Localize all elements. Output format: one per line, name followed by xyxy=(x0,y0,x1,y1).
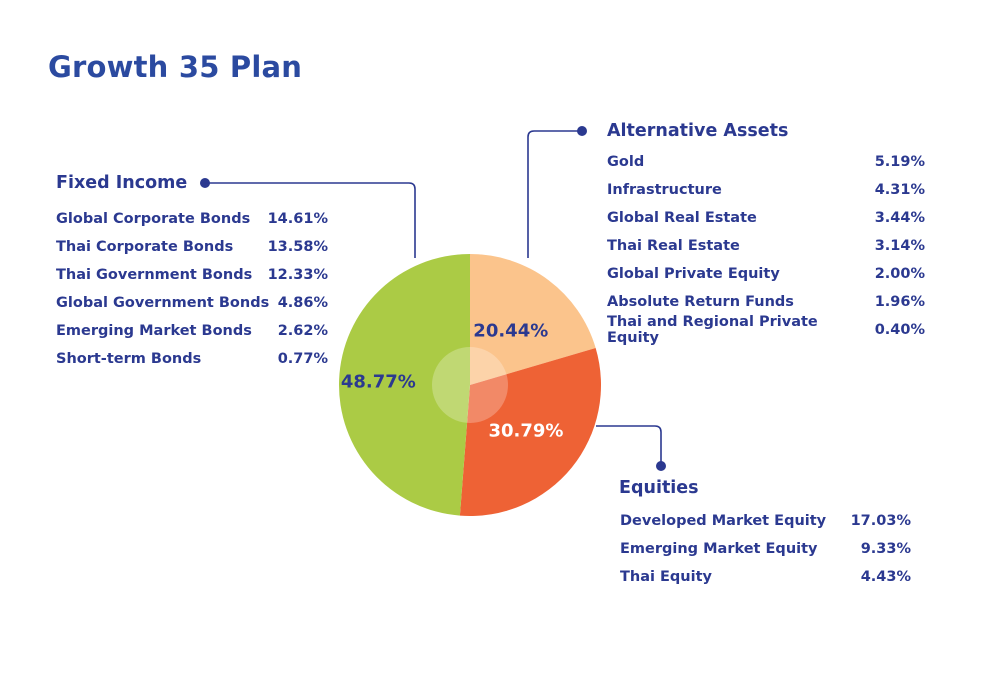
list-item: Developed Market Equity 17.03% xyxy=(620,507,911,535)
list-item: Thai Real Estate 3.14% xyxy=(607,232,925,260)
item-label: Emerging Market Equity xyxy=(620,541,818,557)
item-label: Thai Real Estate xyxy=(607,238,740,254)
list-item: Infrastructure 4.31% xyxy=(607,176,925,204)
item-label: Absolute Return Funds xyxy=(607,294,794,310)
item-value: 2.00% xyxy=(874,266,925,282)
item-label: Gold xyxy=(607,154,645,170)
item-value: 4.31% xyxy=(874,182,925,198)
list-item: Gold 5.19% xyxy=(607,148,925,176)
fixed-income-title: Fixed Income xyxy=(56,173,188,193)
item-value: 1.96% xyxy=(874,294,925,310)
item-value: 5.19% xyxy=(874,154,925,170)
item-label: Global Real Estate xyxy=(607,210,757,226)
item-value: 2.62% xyxy=(277,323,328,339)
list-item: Global Private Equity 2.00% xyxy=(607,260,925,288)
item-label: Developed Market Equity xyxy=(620,513,827,529)
item-label: Global Corporate Bonds xyxy=(56,211,251,227)
connectors xyxy=(200,126,666,471)
item-label: Thai Government Bonds xyxy=(56,267,253,283)
fixed-income-connector-line xyxy=(205,182,416,258)
list-item: Thai Government Bonds 12.33% xyxy=(56,261,328,289)
list-item: Thai and Regional Private Equity 0.40% xyxy=(607,314,925,346)
item-label: Emerging Market Bonds xyxy=(56,323,252,339)
item-value: 3.14% xyxy=(874,238,925,254)
item-label: Thai Corporate Bonds xyxy=(56,239,234,255)
item-label: Global Private Equity xyxy=(607,266,780,282)
pie-label-fixed-income: 48.77% xyxy=(341,371,416,392)
alternative-assets-list: Gold 5.19% Infrastructure 4.31% Global Real … xyxy=(607,148,925,346)
page-title: Growth 35 Plan xyxy=(48,50,303,84)
alternative-assets-connector-line xyxy=(527,130,582,258)
list-item: Short-term Bonds 0.77% xyxy=(56,345,328,373)
item-value: 0.77% xyxy=(277,351,328,367)
equities-list: Developed Market Equity 17.03% Emerging Ma… xyxy=(620,507,911,591)
list-item: Thai Corporate Bonds 13.58% xyxy=(56,233,328,261)
item-value: 3.44% xyxy=(874,210,925,226)
item-value: 12.33% xyxy=(267,267,328,283)
pie-slice-equities xyxy=(459,347,601,517)
fixed-income-list: Global Corporate Bonds 14.61% Thai Corpora… xyxy=(56,205,328,373)
item-value: 17.03% xyxy=(850,513,911,529)
item-value: 14.61% xyxy=(267,211,328,227)
list-item: Emerging Market Equity 9.33% xyxy=(620,535,911,563)
list-item: Global Real Estate 3.44% xyxy=(607,204,925,232)
item-label: Thai and Regional Private Equity xyxy=(607,314,818,346)
pie-center-highlight xyxy=(432,347,508,423)
item-value: 4.43% xyxy=(860,569,911,585)
list-item: Emerging Market Bonds 2.62% xyxy=(56,317,328,345)
list-item: Absolute Return Funds 1.96% xyxy=(607,288,925,316)
pie-label-alternative-assets: 20.44% xyxy=(473,320,548,341)
pie-slice-alternative-assets xyxy=(470,254,596,385)
pie-slice-fixed-income xyxy=(338,253,470,516)
alternative-assets-title: Alternative Assets xyxy=(607,121,789,141)
equities-connector-line xyxy=(596,425,662,466)
list-item: Global Government Bonds 4.86% xyxy=(56,289,328,317)
item-value: 0.40% xyxy=(874,322,925,338)
list-item: Thai Equity 4.43% xyxy=(620,563,911,591)
item-label: Short-term Bonds xyxy=(56,351,202,367)
item-label: Global Government Bonds xyxy=(56,295,270,311)
pie-label-equities: 30.79% xyxy=(488,420,563,441)
item-value: 4.86% xyxy=(277,295,328,311)
item-label: Infrastructure xyxy=(607,182,722,198)
item-value: 13.58% xyxy=(267,239,328,255)
list-item: Global Corporate Bonds 14.61% xyxy=(56,205,328,233)
pie-chart: 20.44% 30.79% 48.77% xyxy=(338,253,601,517)
equities-title: Equities xyxy=(619,478,699,498)
item-label: Thai Equity xyxy=(620,569,712,585)
item-value: 9.33% xyxy=(860,541,911,557)
